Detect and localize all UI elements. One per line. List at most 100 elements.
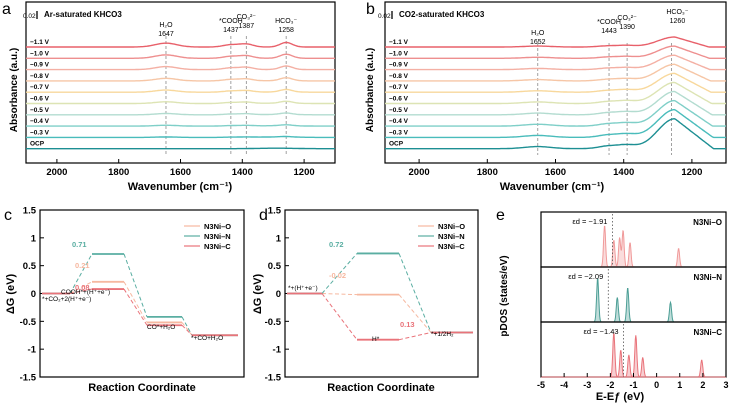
state-label-1: COOH*+(H⁺+e⁻) (61, 289, 110, 296)
spectrum-OCP (385, 117, 726, 150)
value-label-0: 0.71 (72, 240, 87, 249)
energy-connector-N3NiC-2 (181, 324, 193, 336)
peak-value-1390: 1390 (619, 24, 635, 31)
y-tick-label-5: -1 (28, 345, 37, 356)
spectrum--0_4V (26, 124, 335, 127)
d-band-center-label-0: εd = −1.91 (572, 217, 607, 226)
peak-value-1387: 1387 (239, 23, 255, 30)
voltage-label--0.4V: −0.4 V (389, 118, 409, 125)
panel-b-voltage-labels: −1.1 V −1.0 V −0.9 V −0.8 V −0.7 V −0.6 V −0.5… (389, 39, 409, 148)
voltage-label--1.1V: −1.1 V (30, 39, 50, 46)
voltage-label--0.8V: −0.8 V (30, 73, 50, 80)
energy-connector-N3NiO-0 (69, 281, 93, 294)
spectrum--0_9V (385, 54, 726, 71)
value-label-0: 0.72 (329, 240, 344, 249)
panel-c-energy-paths (42, 253, 238, 337)
x-tick-label--1: -1 (629, 380, 637, 390)
spectrum--0_3V (385, 108, 726, 139)
panel-b-x-ticks: 2000 1800 1600 1400 1200 (409, 159, 702, 178)
panel-d: d 1.5 1 0.5 0 -0.5 -1 -1.5 0.72 -0.02 0.13 *+(H⁺… (252, 206, 479, 394)
state-label-0: *+CO₂+2(H⁺+e⁻) (42, 296, 91, 303)
peak-label-1387: CO₃²⁻ (237, 14, 257, 21)
x-tick-label--2: -2 (606, 380, 614, 390)
panel-a-scale-label: 0.02 (23, 13, 36, 20)
panel-e: e εd = −1.91 N3Ni–Oεd = −2.09 N3Ni–Nεd = −… (496, 207, 729, 403)
pdos-subplot-name-0: N3Ni–O (693, 218, 722, 227)
panel-b-letter: b (366, 1, 375, 18)
state-label-2: *+1/2H₂ (431, 331, 454, 338)
legend-label-2: N3Ni–C (204, 242, 231, 251)
energy-connector-N3NiC-1 (398, 331, 432, 341)
peak-label-1443: *COOH (597, 19, 621, 26)
y-tick-label-3: 0 (31, 289, 36, 300)
panel-b-spectra (385, 36, 726, 150)
panel-d-x-axis-label: Reaction Coordinate (327, 382, 435, 394)
y-tick-label-1: 1 (31, 233, 37, 244)
pdos-subplot-1: εd = −2.09 N3Ni–N (540, 266, 727, 323)
spectrum--0_9V (26, 65, 335, 71)
voltage-label--0.7V: −0.7 V (389, 84, 409, 91)
panel-a-title: Ar-saturated KHCO3 (44, 10, 122, 19)
peak-value-1260: 1260 (670, 18, 686, 25)
state-label-3: *+CO+H₂O (191, 335, 223, 342)
energy-connector-N3NiO-1 (398, 294, 432, 333)
y-tick-label-2: 0.5 (23, 261, 37, 272)
peak-label-1390: CO₃²⁻ (617, 15, 637, 22)
voltage-label--0.8V: −0.8 V (389, 73, 409, 80)
peak-label-1652: H₂O (531, 30, 545, 37)
pdos-curve-0 (541, 225, 726, 268)
spectrum-ocp (26, 147, 335, 150)
peak-label-1437: *COOH (219, 18, 243, 25)
y-tick-label-4: -0.5 (20, 317, 37, 328)
voltage-label--0.5V: −0.5 V (30, 107, 50, 114)
d-band-center-label-1: εd = −2.09 (568, 272, 603, 281)
legend-label-0: N3Ni–O (438, 222, 465, 231)
x-tick-label-2: 2 (700, 380, 705, 390)
spectrum--1_0V (385, 45, 726, 59)
pdos-curve-1 (541, 278, 726, 323)
y-tick-label-5: -1 (273, 345, 282, 356)
value-label-2: 0.13 (400, 320, 415, 329)
spectrum--0_5V (385, 90, 726, 116)
panel-c-value-labels: 0.71 0.21 0.08 (72, 240, 90, 292)
panel-d-value-labels: 0.72 -0.02 0.13 (329, 240, 415, 329)
panel-e-x-axis-label: E-Eƒ (eV) (596, 391, 645, 403)
panel-b-peak-markers (537, 43, 672, 155)
y-tick-label-6: -1.5 (265, 373, 282, 384)
voltage-label--1.0V: −1.0 V (30, 50, 50, 57)
panel-d-y-axis-label: ΔG (eV) (252, 274, 264, 315)
spectrum--0_5V (26, 112, 335, 116)
peak-value-1652: 1652 (530, 39, 546, 46)
y-tick-label-2: 0.5 (268, 261, 282, 272)
y-tick-label-0: 1.5 (268, 206, 282, 217)
voltage-label--0.3V: −0.3 V (30, 129, 50, 136)
y-tick-label-6: -1.5 (20, 373, 37, 384)
x-tick-label-1200: 1200 (294, 167, 315, 178)
energy-connector-N3NiN-0 (321, 253, 358, 294)
voltage-label--1.1V: −1.1 V (389, 39, 409, 46)
legend-label-1: N3Ni–N (204, 232, 231, 241)
peak-label-1260: HCO₃⁻ (666, 9, 688, 16)
panel-c-state-labels: *+CO₂+2(H⁺+e⁻)COOH*+(H⁺+e⁻) CO*+H₂O *+CO+H… (42, 289, 223, 342)
panel-a-letter: a (2, 1, 11, 18)
energy-connector-N3NiC-0 (69, 288, 93, 294)
y-tick-label-1: 1 (276, 233, 282, 244)
d-band-center-label-2: εd = −1.43 (584, 327, 619, 336)
spectrum--0_8V (26, 77, 335, 82)
x-tick-label-3: 3 (723, 380, 728, 390)
legend-label-2: N3Ni–C (438, 242, 465, 251)
x-tick-label--4: -4 (560, 380, 568, 390)
energy-connector-N3NiN-1 (123, 253, 148, 318)
spectrum--0_8V (385, 63, 726, 82)
state-label-1: H* (372, 336, 380, 343)
pdos-curve-2 (541, 333, 726, 378)
energy-connector-N3NiO-2 (181, 322, 193, 336)
x-tick-label-1600: 1600 (170, 167, 191, 178)
x-tick-label-1200: 1200 (681, 167, 702, 178)
panel-d-letter: d (259, 207, 268, 224)
x-tick-label-1: 1 (677, 380, 682, 390)
pdos-subplot-2: εd = −1.43 N3Ni–C (540, 321, 727, 378)
